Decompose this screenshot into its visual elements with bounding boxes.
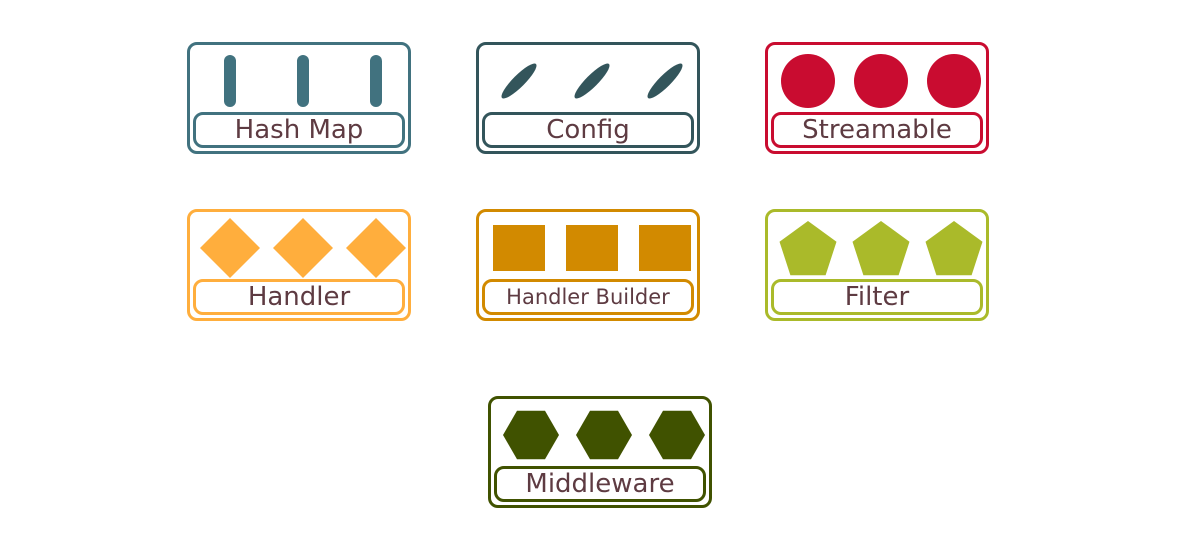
pentagon-icon: [852, 221, 910, 276]
pentagon-icon: [925, 221, 983, 276]
legend-card-config: Config: [476, 42, 700, 154]
vertical-pill-icon: [224, 55, 236, 107]
legend-card-handler-builder: Handler Builder: [476, 209, 700, 321]
legend-label-handler-builder: Handler Builder: [482, 279, 694, 315]
square-icon: [493, 225, 545, 271]
diamond-icon: [346, 218, 406, 278]
hexagon-icon: [503, 410, 559, 460]
legend-card-streamable: Streamable: [765, 42, 989, 154]
legend-card-hash-map: Hash Map: [187, 42, 411, 154]
pentagon-icons: [779, 221, 983, 276]
legend-label-middleware: Middleware: [494, 466, 706, 502]
diagonal-pill-icon: [647, 63, 683, 99]
circle-icons: [781, 54, 981, 108]
hexagon-icon: [649, 410, 705, 460]
circle-icon: [927, 54, 981, 108]
vertical-pill-icon: [297, 55, 309, 107]
diagonal-pill-icon: [574, 63, 610, 99]
vertical-pill-icon: [370, 55, 382, 107]
legend-card-filter: Filter: [765, 209, 989, 321]
legend-label-filter: Filter: [771, 279, 983, 315]
legend-card-middleware: Middleware: [488, 396, 712, 508]
diamond-icon: [273, 218, 333, 278]
diagonal-pill-icon: [501, 63, 537, 99]
hexagon-icons: [503, 410, 705, 460]
square-icon: [639, 225, 691, 271]
legend-label-streamable: Streamable: [771, 112, 983, 148]
legend-card-handler: Handler: [187, 209, 411, 321]
vertical-pill-icons: [224, 55, 382, 107]
circle-icon: [854, 54, 908, 108]
pentagon-icon: [779, 221, 837, 276]
diamond-icon: [200, 218, 260, 278]
diamond-icons: [200, 218, 406, 278]
diagonal-pill-icons: [501, 63, 683, 99]
hexagon-icon: [576, 410, 632, 460]
legend-label-handler: Handler: [193, 279, 405, 315]
legend-label-hash-map: Hash Map: [193, 112, 405, 148]
circle-icon: [781, 54, 835, 108]
square-icons: [493, 225, 691, 271]
square-icon: [566, 225, 618, 271]
legend-label-config: Config: [482, 112, 694, 148]
